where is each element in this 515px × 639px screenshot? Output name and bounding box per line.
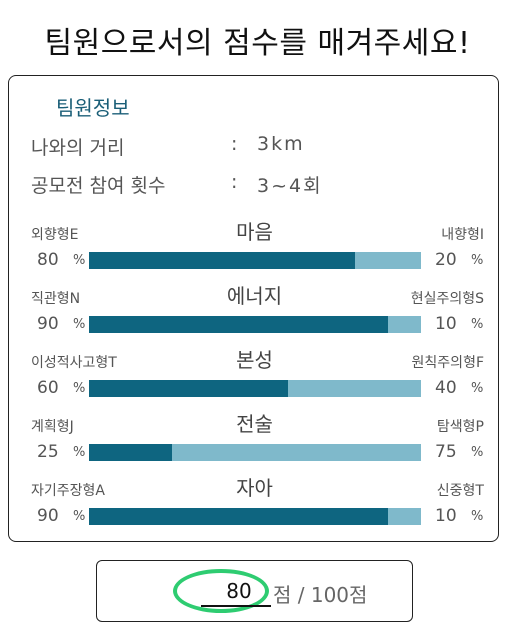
- trait-left-percent: 90: [37, 506, 59, 526]
- trait-bar: [89, 316, 421, 333]
- distance-colon: :: [231, 133, 238, 155]
- trait-left-label: 자기주장형A: [31, 483, 105, 499]
- trait-bar: [89, 380, 421, 397]
- trait-left-percent: 60: [37, 378, 59, 398]
- trait-bar: [89, 252, 421, 269]
- section-title: 팀원정보: [56, 96, 130, 120]
- percent-sign: %: [471, 509, 484, 524]
- trait-bar-fill: [89, 380, 289, 397]
- trait-left-label: 계획형J: [31, 419, 74, 435]
- trait-left-label: 외향형E: [31, 227, 79, 243]
- trait-bar: [89, 508, 421, 525]
- trait-name: 전술: [236, 412, 273, 436]
- trait-left-label: 직관형N: [31, 291, 81, 307]
- trait-bar-fill: [89, 252, 355, 269]
- trait-right-label: 탐색형P: [436, 419, 484, 435]
- score-suffix: 점 / 100점: [273, 583, 368, 607]
- trait-row-tactics: 계획형J 전술 탐색형P 25 % 75 %: [9, 412, 500, 476]
- distance-value: 3km: [257, 133, 305, 155]
- page-title: 팀원으로서의 점수를 매겨주세요!: [44, 26, 471, 61]
- trait-right-label: 내향형I: [441, 227, 484, 243]
- trait-name: 자아: [236, 476, 273, 500]
- percent-sign: %: [471, 317, 484, 332]
- percent-sign: %: [73, 253, 86, 268]
- percent-sign: %: [73, 381, 86, 396]
- percent-sign: %: [471, 381, 484, 396]
- trait-row-mind: 외향형E 마음 내향형I 80 % 20 %: [9, 220, 500, 284]
- percent-sign: %: [471, 253, 484, 268]
- percent-sign: %: [471, 445, 484, 460]
- trait-name: 에너지: [226, 284, 283, 308]
- trait-right-percent: 10: [435, 506, 457, 526]
- trait-left-percent: 90: [37, 314, 59, 334]
- distance-label: 나와의 거리: [31, 137, 125, 159]
- member-info-card: 팀원정보 나와의 거리 : 3km 공모전 참여 횟수 : 3~4회 외향형E …: [8, 75, 499, 542]
- trait-right-percent: 40: [435, 378, 457, 398]
- trait-row-nature: 이성적사고형T 본성 원칙주의형F 60 % 40 %: [9, 348, 500, 412]
- trait-name: 마음: [236, 220, 273, 244]
- contest-count-label: 공모전 참여 횟수: [31, 175, 166, 197]
- trait-bar-fill: [89, 508, 388, 525]
- trait-right-label: 신중형T: [436, 483, 484, 499]
- percent-sign: %: [73, 509, 86, 524]
- trait-bar-fill: [89, 444, 172, 461]
- trait-right-label: 원칙주의형F: [411, 355, 484, 371]
- score-input[interactable]: [202, 574, 276, 608]
- contest-count-value: 3~4회: [257, 175, 323, 197]
- trait-left-label: 이성적사고형T: [31, 355, 117, 371]
- score-input-underline: [201, 605, 271, 607]
- trait-bar: [89, 444, 421, 461]
- trait-right-percent: 75: [435, 442, 457, 462]
- percent-sign: %: [73, 317, 86, 332]
- trait-name: 본성: [236, 348, 273, 372]
- trait-right-label: 현실주의형S: [410, 291, 484, 307]
- trait-left-percent: 25: [37, 442, 59, 462]
- percent-sign: %: [73, 445, 86, 460]
- contest-count-colon: :: [231, 171, 238, 193]
- trait-row-energy: 직관형N 에너지 현실주의형S 90 % 10 %: [9, 284, 500, 348]
- score-entry-box: 점 / 100점: [96, 560, 413, 622]
- trait-right-percent: 20: [435, 250, 457, 270]
- trait-right-percent: 10: [435, 314, 457, 334]
- trait-left-percent: 80: [37, 250, 59, 270]
- trait-row-identity: 자기주장형A 자아 신중형T 90 % 10 %: [9, 476, 500, 540]
- trait-bar-fill: [89, 316, 388, 333]
